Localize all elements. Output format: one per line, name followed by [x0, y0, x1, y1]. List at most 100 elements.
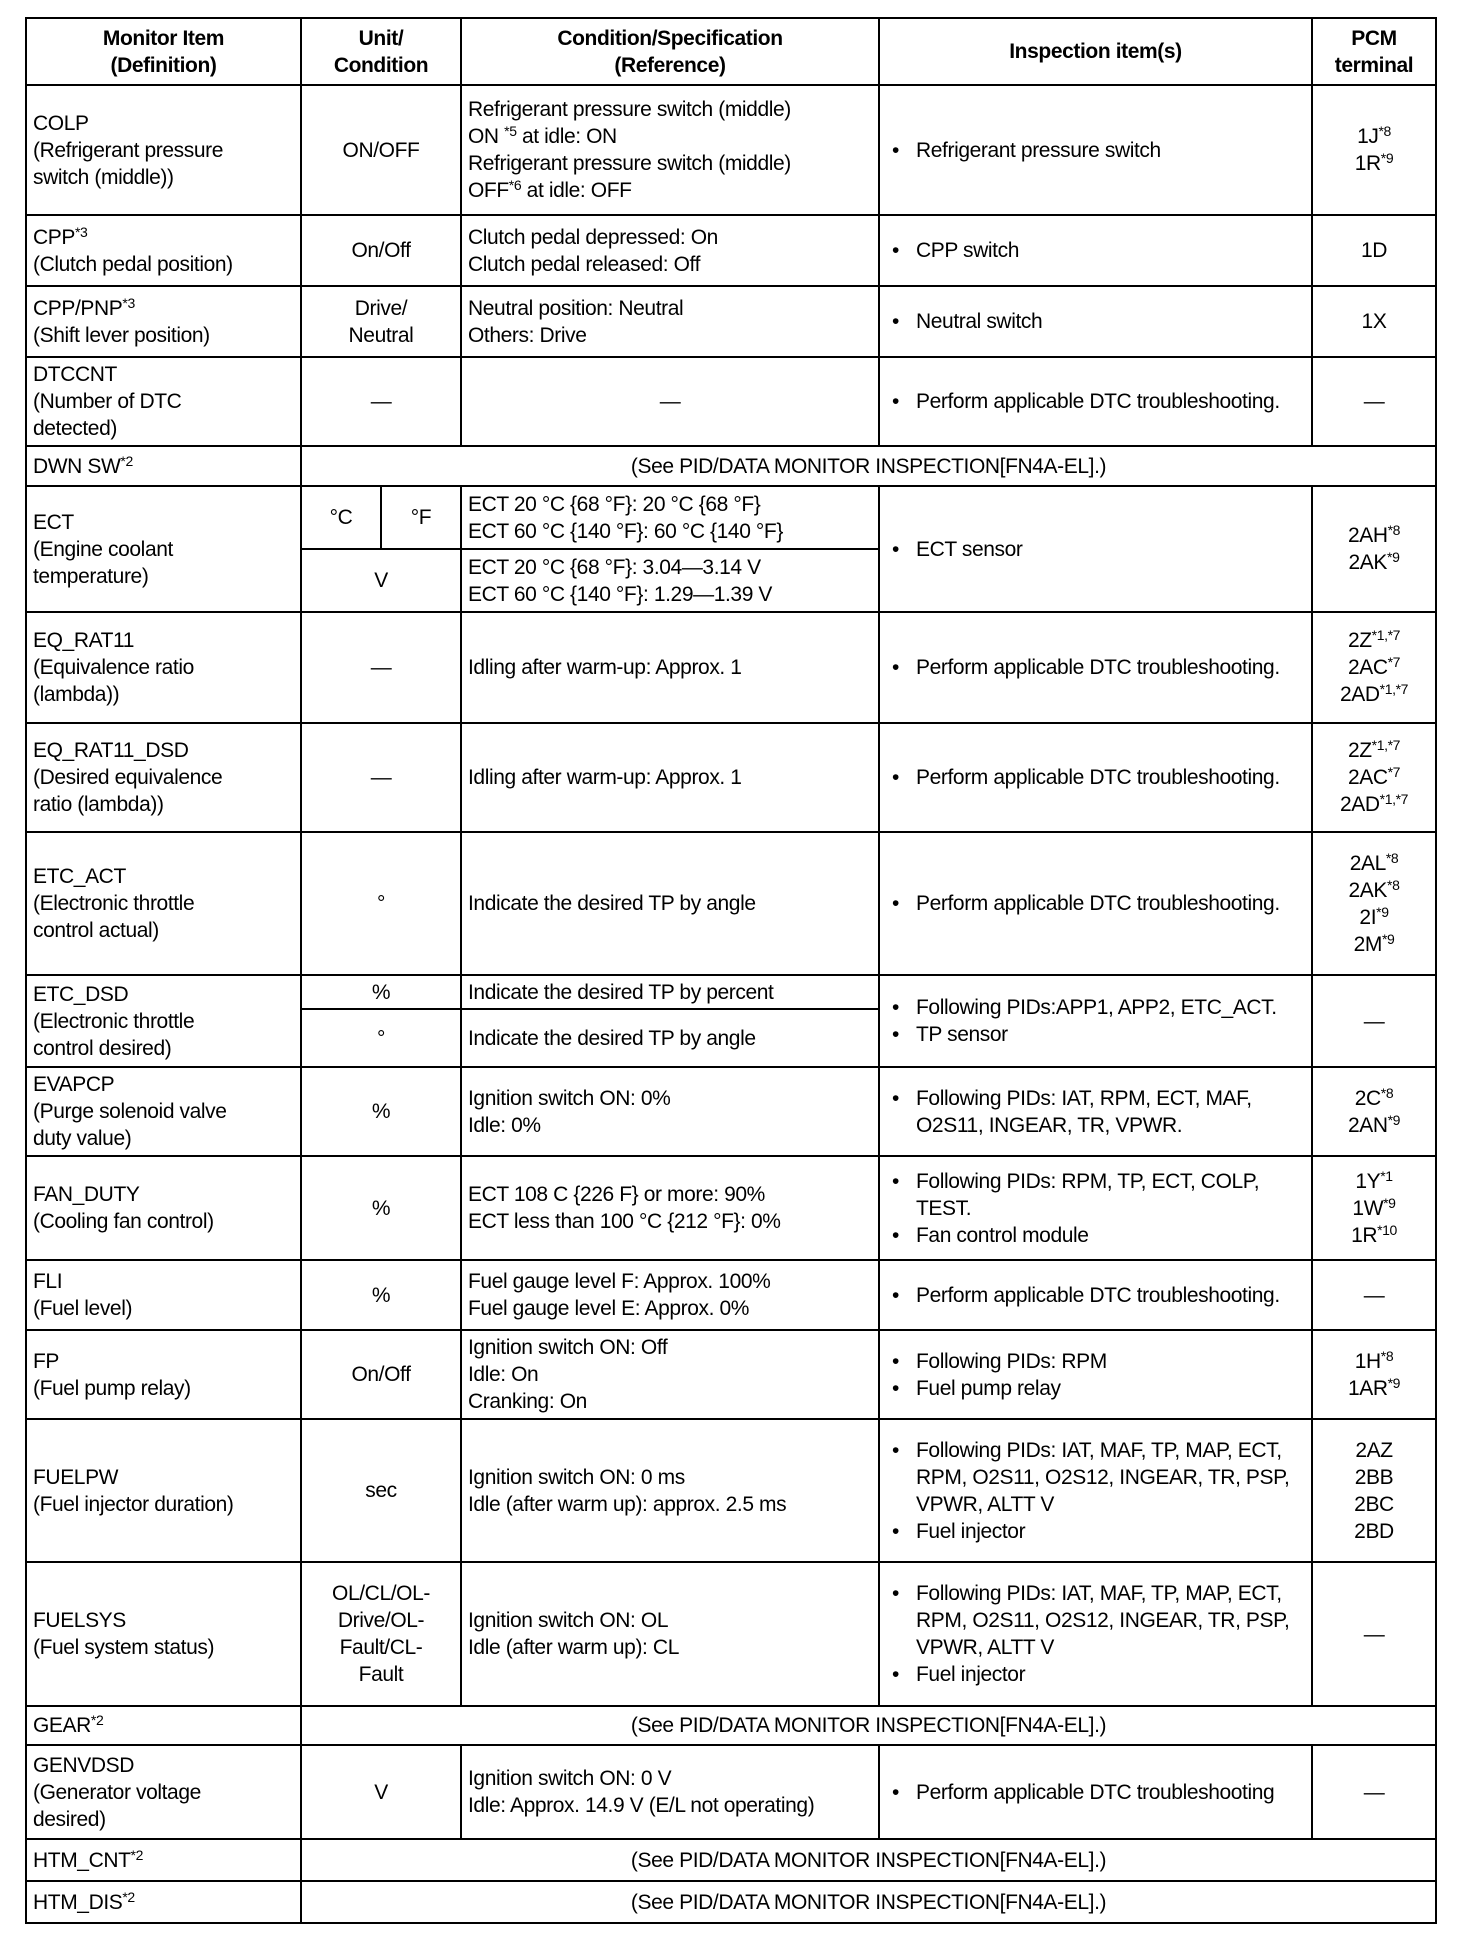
- condition-cell: Refrigerant pressure switch (middle) ON *…: [460, 84, 880, 216]
- text-line: —: [1363, 1009, 1385, 1033]
- condition-cell: Fuel gauge level F: Approx. 100% Fuel gau…: [460, 1259, 880, 1331]
- footnote-ref: *5: [504, 123, 517, 139]
- condition-cell: ECT 108 C {226 F} or more: 90% ECT less t…: [460, 1155, 880, 1261]
- pcm-terminal-cell: —: [1311, 974, 1437, 1068]
- bullet-item: Refrigerant pressure switch: [892, 137, 1305, 164]
- condition-cell: ECT 20 °C {68 °F}: 20 °C {68 °F} ECT 60 °…: [460, 485, 880, 550]
- table-row: FUELPW (Fuel injector duration) sec Ignitio…: [25, 1418, 1437, 1563]
- bullet-item: Perform applicable DTC troubleshooting.: [892, 654, 1305, 681]
- bullet-item: Neutral switch: [892, 308, 1305, 335]
- inspection-cell: Perform applicable DTC troubleshooting.: [878, 356, 1313, 447]
- text-line: ECT 60 °C {140 °F}: 60 °C {140 °F}: [468, 519, 783, 543]
- text-line: 1J*8: [1319, 123, 1429, 150]
- text-line: Refrigerant pressure switch (middle): [468, 152, 791, 175]
- unit-cell: —: [300, 356, 462, 447]
- pid-monitor-table: Monitor Item (Definition) Unit/Condition …: [25, 17, 1437, 1924]
- bullet-list: Following PIDs: IAT, MAF, TP, MAP, ECT, …: [886, 1437, 1305, 1545]
- unit-cell: %: [300, 1259, 462, 1331]
- text-line: 1R*10: [1319, 1222, 1429, 1249]
- inspection-cell: ECT sensor: [878, 485, 1313, 613]
- pcm-terminal-cell: 2AH*8 2AK*9: [1311, 485, 1437, 613]
- bullet-item: Following PIDs: RPM, TP, ECT, COLP, TEST…: [892, 1168, 1305, 1222]
- footnote-ref: *8: [1380, 1084, 1394, 1101]
- text-line: Neutral: [348, 323, 414, 347]
- bullet-item: CPP switch: [892, 237, 1305, 264]
- text-line: Ignition switch ON: Off: [468, 1336, 668, 1359]
- bullet-list: Perform applicable DTC troubleshooting: [886, 1779, 1305, 1806]
- text-line: On/Off: [351, 239, 411, 262]
- text-line: Ignition switch ON: 0 ms: [468, 1465, 685, 1489]
- text-line: (Generator voltage: [33, 1780, 201, 1804]
- table-row: COLP (Refrigerant pressure switch (middle)…: [25, 84, 1437, 216]
- bullet-item: Perform applicable DTC troubleshooting.: [892, 764, 1305, 791]
- table-row: ECT (Engine coolant temperature) °C °F ECT 20…: [25, 485, 1437, 613]
- table-row: V ECT 20 °C {68 °F}: 3.04—3.14 V ECT 60 °C…: [26, 548, 1436, 613]
- text-line: EQ_RAT11_DSD: [33, 739, 189, 762]
- monitor-item-cell: ECT (Engine coolant temperature): [25, 485, 302, 613]
- text-line: DTCCNT: [33, 363, 117, 386]
- text-line: Fault/CL-: [339, 1636, 423, 1659]
- text: 1H: [1354, 1349, 1381, 1373]
- table-row: CPP*3 (Clutch pedal position) On/Off Clutch…: [25, 214, 1437, 287]
- text: 1Y: [1355, 1169, 1381, 1193]
- text-line: CPP/PNP*3: [33, 295, 294, 322]
- bullet-item: Following PIDs: IAT, MAF, TP, MAP, ECT, …: [892, 1580, 1305, 1661]
- text-line: Drive/: [354, 296, 408, 320]
- table-row: ° Indicate the desired TP by angle: [26, 1008, 1436, 1068]
- inspection-cell: Perform applicable DTC troubleshooting.: [878, 611, 1313, 724]
- pcm-terminal-cell: —: [1311, 1744, 1437, 1840]
- unit-cell: On/Off: [300, 1329, 462, 1420]
- inspection-cell: Following PIDs: IAT, RPM, ECT, MAF, O2S1…: [878, 1066, 1313, 1157]
- bullet-item: Fuel injector: [892, 1518, 1305, 1545]
- see-reference-cell: (See PID/DATA MONITOR INSPECTION[FN4A-EL…: [300, 1838, 1437, 1882]
- table-row: HTM_DIS*2 (See PID/DATA MONITOR INSPECTIO…: [25, 1880, 1437, 1924]
- unit-cell: %: [300, 1066, 462, 1157]
- text-line: control desired): [33, 1036, 172, 1060]
- bullet-list: Following PIDs: IAT, RPM, ECT, MAF, O2S1…: [886, 1085, 1305, 1139]
- pcm-terminal-cell: 2AZ 2BB 2BC 2BD: [1311, 1418, 1437, 1563]
- footnote-ref: *2: [90, 1712, 104, 1728]
- table-row: EQ_RAT11_DSD (Desired equivalence ratio (l…: [25, 722, 1437, 833]
- text: at idle: ON: [516, 125, 617, 148]
- footnote-ref: *8: [1387, 876, 1400, 893]
- text-line: —: [370, 766, 392, 789]
- text-line: 2BB: [1354, 1465, 1394, 1489]
- inspection-cell: Following PIDs:APP1, APP2, ETC_ACT.TP se…: [878, 974, 1313, 1068]
- text: ON: [468, 125, 505, 148]
- text-line: 2AH*8: [1319, 522, 1429, 549]
- text: 2AD: [1339, 793, 1380, 816]
- text-line: (Engine coolant: [33, 537, 173, 561]
- footnote-ref: *9: [1376, 903, 1389, 920]
- text: 2M: [1353, 932, 1383, 956]
- text: 2AC: [1347, 766, 1388, 789]
- text-line: Indicate the desired TP by angle: [468, 892, 756, 915]
- see-reference-cell: (See PID/DATA MONITOR INSPECTION[FN4A-EL…: [300, 1880, 1437, 1924]
- text-line: 1W*9: [1319, 1195, 1429, 1222]
- condition-cell: Ignition switch ON: 0 V Idle: Approx. 14.…: [460, 1744, 880, 1840]
- monitor-item-cell: FUELSYS (Fuel system status): [25, 1561, 302, 1707]
- condition-cell: Clutch pedal depressed: On Clutch pedal r…: [460, 214, 880, 287]
- text: HTM_DIS: [33, 1890, 123, 1914]
- inspection-cell: Perform applicable DTC troubleshooting: [878, 1744, 1313, 1840]
- text-line: FUELSYS: [33, 1609, 126, 1632]
- footnote-ref: *8: [1387, 522, 1401, 538]
- unit-cell: °: [300, 1008, 462, 1068]
- text: at idle: OFF: [521, 179, 632, 202]
- bullet-item: Fan control module: [892, 1222, 1305, 1249]
- condition-cell: Idling after warm-up: Approx. 1: [460, 611, 880, 724]
- table-row: EVAPCP (Purge solenoid valve duty value)% I…: [25, 1066, 1437, 1157]
- text: 1W: [1352, 1196, 1384, 1220]
- text-line: (Fuel level): [33, 1297, 133, 1320]
- text-line: switch (middle)): [33, 165, 174, 189]
- text-line: EVAPCP: [33, 1073, 115, 1096]
- footnote-ref: *3: [74, 223, 88, 240]
- table-row: EQ_RAT11 (Equivalence ratio (lambda)) — Idli…: [25, 611, 1437, 724]
- text-line: DWN SW*2: [33, 453, 294, 480]
- bullet-list: Perform applicable DTC troubleshooting.: [886, 654, 1305, 681]
- bullet-list: Neutral switch: [886, 308, 1305, 335]
- table-row: ETC_DSD (Electronic throttle control desir…: [25, 974, 1437, 1068]
- text-line: ECT 108 C {226 F} or more: 90%: [468, 1183, 765, 1206]
- text-line: Idle: Approx. 14.9 V (E/L not operating): [468, 1794, 815, 1817]
- header-condition: Condition/Specification (Reference): [460, 17, 880, 86]
- inspection-cell: Following PIDs: RPM, TP, ECT, COLP, TEST…: [878, 1155, 1313, 1261]
